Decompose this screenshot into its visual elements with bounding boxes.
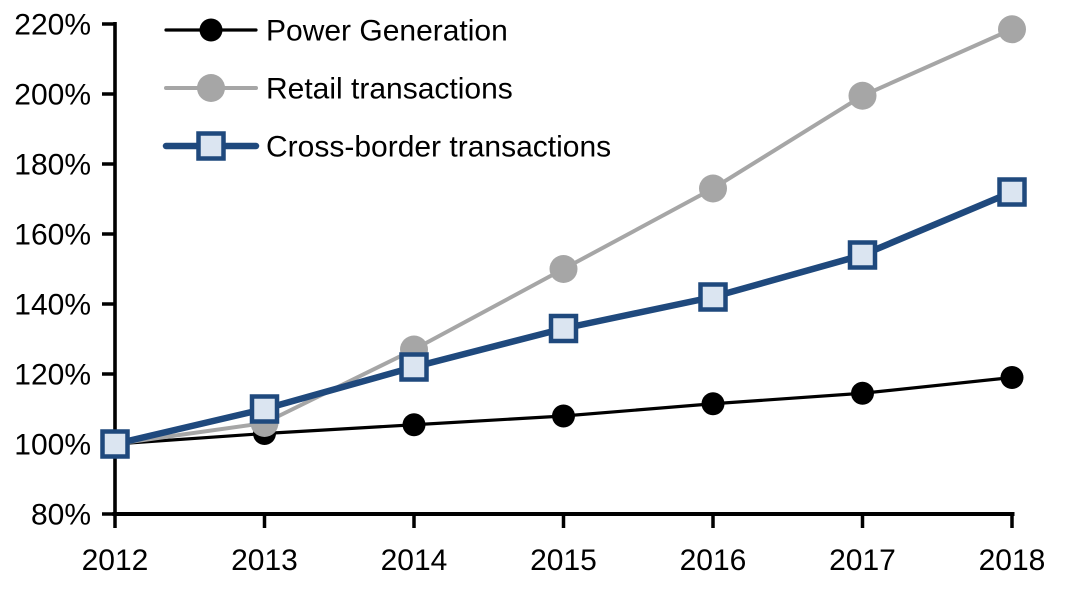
- y-axis-tick-label: 100%: [14, 429, 91, 462]
- data-point-marker-circle: [402, 413, 426, 437]
- legend-marker: [196, 131, 226, 161]
- data-point-marker-square: [698, 282, 728, 312]
- data-point-marker-circle: [549, 255, 578, 283]
- x-axis-tick-label: 2017: [829, 544, 896, 577]
- data-point-marker-circle: [701, 392, 725, 416]
- x-axis-tick-label: 2014: [381, 544, 448, 577]
- data-point-marker-circle: [851, 381, 874, 405]
- y-axis-tick-label: 80%: [31, 499, 91, 532]
- data-point-marker-circle: [1000, 366, 1024, 389]
- legend-label: Retail transactions: [266, 73, 513, 106]
- x-axis-tick-label: 2013: [231, 544, 298, 577]
- data-point-marker-square: [548, 313, 579, 344]
- data-point-marker-circle: [848, 81, 877, 110]
- y-axis-tick-label: 200%: [14, 79, 91, 112]
- x-axis-tick-label: 2012: [82, 544, 149, 577]
- legend-label: Cross-border transactions: [266, 131, 611, 164]
- y-axis-tick-label: 180%: [14, 149, 91, 182]
- x-axis-tick-label: 2015: [530, 544, 597, 577]
- data-point-marker-square: [249, 394, 280, 424]
- legend-marker: [199, 18, 223, 42]
- y-axis-tick-label: 140%: [14, 289, 91, 322]
- data-point-marker-circle: [552, 404, 575, 428]
- data-point-marker-circle: [699, 174, 727, 203]
- y-axis-tick-label: 120%: [14, 359, 91, 392]
- x-axis-tick-label: 2018: [979, 544, 1046, 577]
- data-point-marker-square: [847, 240, 878, 270]
- x-axis-tick-label: 2016: [680, 544, 747, 577]
- data-point-marker-square: [997, 177, 1027, 207]
- data-point-marker-square: [100, 429, 130, 459]
- legend-label: Power Generation: [266, 15, 508, 48]
- legend-marker: [197, 74, 225, 102]
- data-point-marker-square: [399, 352, 429, 382]
- y-axis-tick-label: 160%: [14, 219, 91, 252]
- y-axis-tick-label: 220%: [14, 9, 91, 42]
- series-line: [113, 27, 1014, 446]
- data-point-marker-circle: [998, 15, 1026, 44]
